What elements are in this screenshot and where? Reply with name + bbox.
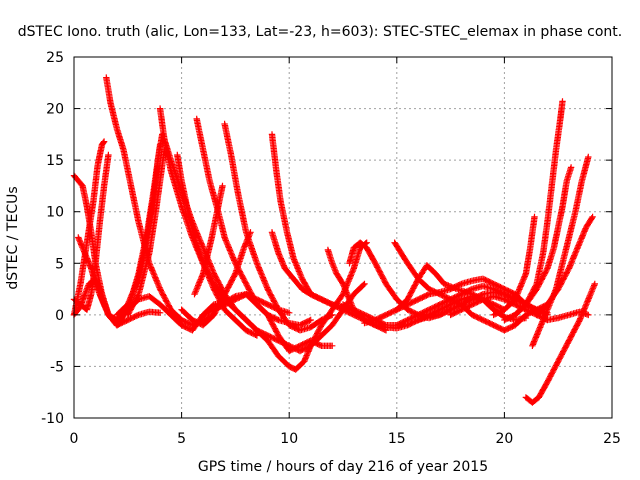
y-tick-label: 0 bbox=[55, 308, 64, 324]
x-tick-label: 10 bbox=[280, 431, 298, 447]
y-tick-label: 25 bbox=[46, 50, 64, 66]
series-27 bbox=[415, 289, 519, 324]
x-tick-label: 0 bbox=[70, 431, 79, 447]
series-26-points bbox=[361, 275, 551, 327]
series-18 bbox=[199, 291, 293, 319]
series-33 bbox=[522, 280, 598, 406]
series-34 bbox=[533, 213, 596, 319]
series-29-points bbox=[490, 213, 538, 319]
x-axis-label: GPS time / hours of day 216 of year 2015 bbox=[198, 459, 488, 475]
x-tick-label: 15 bbox=[388, 431, 406, 447]
y-tick-label: -5 bbox=[50, 359, 64, 375]
y-tick-label: 20 bbox=[46, 102, 64, 118]
series-20 bbox=[268, 229, 357, 313]
series-10-points bbox=[150, 141, 164, 215]
y-axis-label: dSTEC / TECUs bbox=[5, 186, 21, 289]
axis-ticks bbox=[73, 56, 613, 419]
x-tick-label: 20 bbox=[495, 431, 513, 447]
series-6-points bbox=[103, 74, 218, 329]
x-tick-label: 5 bbox=[177, 431, 186, 447]
chart-title: dSTEC Iono. truth (alic, Lon=133, Lat=-2… bbox=[18, 24, 622, 40]
x-tick-labels: 0 5 10 15 20 25 bbox=[70, 431, 621, 447]
series-18-points bbox=[199, 291, 293, 319]
series-31 bbox=[512, 98, 566, 319]
series-33-points bbox=[522, 280, 598, 406]
x-tick-label: 25 bbox=[603, 431, 621, 447]
series-27-points bbox=[415, 289, 519, 324]
y-tick-label: 10 bbox=[46, 205, 64, 221]
plot-frame bbox=[73, 56, 613, 419]
series-34-points bbox=[533, 213, 596, 319]
series-14-points bbox=[178, 229, 254, 329]
series-14 bbox=[178, 229, 254, 329]
series-17 bbox=[221, 120, 336, 334]
series-6 bbox=[103, 74, 218, 329]
series-29 bbox=[490, 213, 538, 319]
series-31-points bbox=[512, 98, 566, 319]
y-tick-label: 15 bbox=[46, 153, 64, 169]
series-17-points bbox=[221, 120, 336, 334]
grid bbox=[74, 57, 612, 418]
series-10 bbox=[150, 141, 164, 215]
series-marks bbox=[70, 74, 598, 406]
y-tick-label: 5 bbox=[55, 256, 64, 272]
y-tick-label: -10 bbox=[41, 411, 64, 427]
series-20-points bbox=[268, 229, 357, 313]
y-tick-labels: -10 -5 0 5 10 15 20 25 bbox=[41, 50, 64, 427]
series-26 bbox=[361, 275, 551, 327]
